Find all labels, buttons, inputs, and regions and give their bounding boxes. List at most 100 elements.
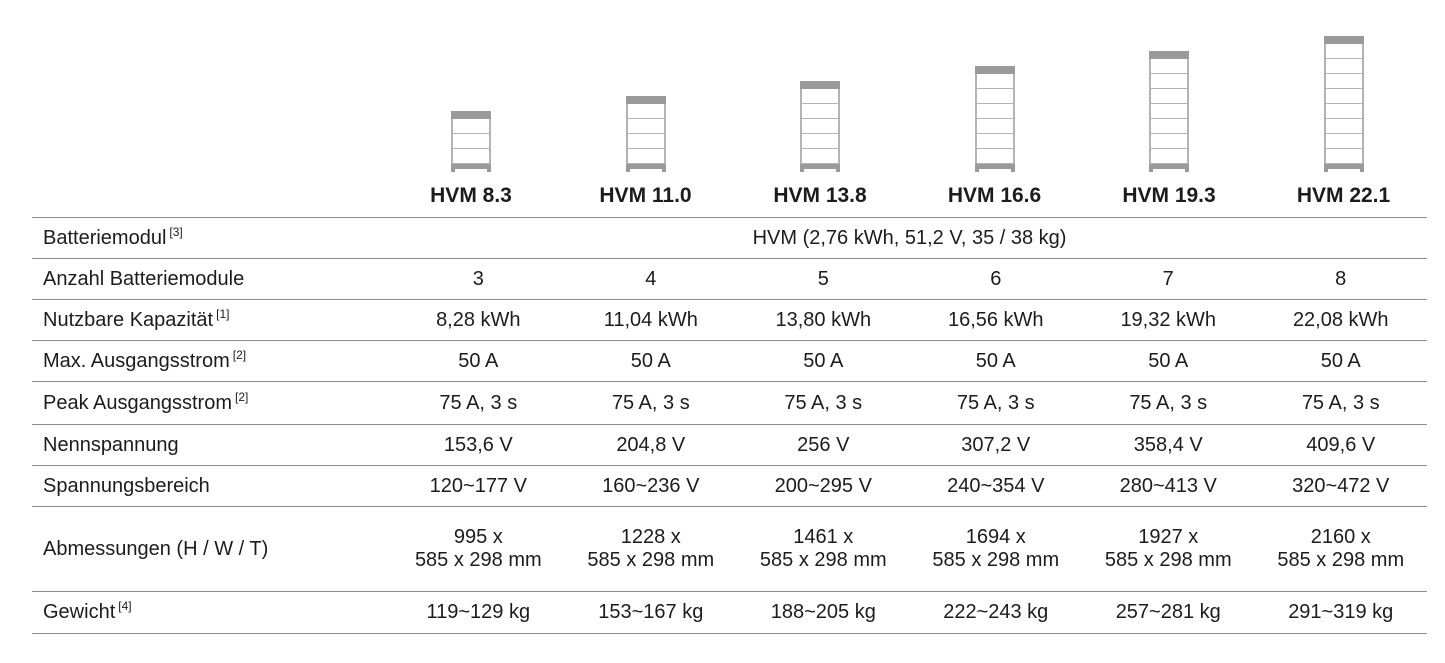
spec-value: 13,80 kWh — [737, 299, 910, 341]
spec-value: 75 A, 3 s — [737, 381, 910, 425]
spec-value: 120~177 V — [392, 465, 565, 507]
spec-value: 22,08 kWh — [1254, 299, 1427, 341]
spec-row-weight: Gewicht [4] 119~129 kg 153~167 kg 188~205… — [32, 591, 1427, 634]
battery-module — [976, 104, 1013, 119]
battery-module — [976, 149, 1013, 164]
battery-module — [1325, 149, 1362, 164]
spec-value: 1228 x 585 x 298 mm — [564, 506, 738, 592]
battery-module — [802, 104, 838, 119]
battery-module — [453, 149, 489, 164]
spec-value: 75 A, 3 s — [564, 381, 738, 425]
battery-cap — [625, 96, 666, 104]
battery-module — [627, 104, 664, 119]
spec-value: 153~167 kg — [564, 591, 738, 634]
battery-module — [627, 134, 664, 149]
dim-line-2: 585 x 298 mm — [1277, 549, 1405, 571]
battery-base — [800, 164, 840, 169]
battery-body — [625, 104, 666, 164]
spec-value: 50 A — [392, 340, 565, 382]
spec-value: 257~281 kg — [1082, 591, 1255, 634]
spec-row-module-count: Anzahl Batteriemodule 3 4 5 6 7 8 — [32, 258, 1427, 300]
spec-label-text: Nutzbare Kapazität — [43, 308, 214, 331]
battery-module — [1151, 89, 1187, 104]
spec-label-text: Max. Ausgangsstrom — [43, 349, 230, 372]
battery-base — [1323, 164, 1364, 169]
spec-value: 1927 x 585 x 298 mm — [1082, 506, 1255, 592]
battery-module — [453, 134, 489, 149]
spec-label: Batteriemodul [3] — [32, 217, 393, 259]
product-name: HVM 11.0 — [599, 184, 692, 207]
product-column: HVM 11.0 — [559, 0, 733, 215]
spec-label: Nutzbare Kapazität [1] — [32, 299, 393, 341]
battery-module — [1325, 104, 1362, 119]
battery-stack-icon — [974, 66, 1015, 172]
battery-module — [802, 89, 838, 104]
product-name: HVM 8.3 — [430, 184, 512, 207]
spec-label: Peak Ausgangsstrom [2] — [32, 381, 393, 425]
product-name: HVM 16.6 — [947, 184, 1042, 207]
dim-line-2: 585 x 298 mm — [1104, 549, 1232, 571]
battery-module — [802, 149, 838, 164]
battery-stack-icon — [1323, 36, 1364, 172]
spec-value: 280~413 V — [1082, 465, 1255, 507]
product-column: HVM 22.1 — [1257, 0, 1431, 215]
dim-line-2: 585 x 298 mm — [414, 549, 542, 571]
spec-value: 204,8 V — [564, 424, 738, 466]
dim-line-1: 995 x — [453, 526, 503, 548]
spec-label: Anzahl Batteriemodule — [32, 258, 393, 300]
spec-row-usable-capacity: Nutzbare Kapazität [1] 8,28 kWh 11,04 kWh… — [32, 299, 1427, 341]
spec-value: 4 — [564, 258, 738, 300]
battery-body — [1149, 59, 1189, 164]
spec-value: 320~472 V — [1254, 465, 1427, 507]
dim-line-2: 585 x 298 mm — [759, 549, 887, 571]
spec-value: 50 A — [1082, 340, 1255, 382]
battery-base — [1149, 164, 1189, 169]
spec-value: 222~243 kg — [909, 591, 1082, 634]
battery-module — [976, 74, 1013, 89]
spec-value: 153,6 V — [392, 424, 565, 466]
spec-label: Gewicht [4] — [32, 591, 393, 634]
spec-value: 291~319 kg — [1254, 591, 1427, 634]
dim-line-1: 1927 x — [1138, 526, 1199, 548]
spec-value: 50 A — [737, 340, 910, 382]
battery-body — [974, 74, 1015, 164]
spec-value: 16,56 kWh — [909, 299, 1082, 341]
spec-value: 6 — [909, 258, 1082, 300]
battery-stack-icon — [1149, 51, 1189, 172]
battery-cap — [1149, 51, 1189, 59]
spec-label-text: Gewicht — [43, 601, 116, 623]
dim-line-1: 1228 x — [620, 526, 681, 548]
battery-stack-icon — [451, 111, 491, 172]
battery-module — [1325, 134, 1362, 149]
battery-module — [802, 119, 838, 134]
spec-value: 75 A, 3 s — [392, 381, 565, 425]
battery-module — [1151, 104, 1187, 119]
battery-base — [974, 164, 1015, 169]
battery-base — [451, 164, 491, 169]
spec-value: 11,04 kWh — [564, 299, 738, 341]
spec-value-merged: HVM (2,76 kWh, 51,2 V, 35 / 38 kg) — [392, 217, 1427, 259]
spec-table: Batteriemodul [3] HVM (2,76 kWh, 51,2 V, … — [32, 217, 1427, 634]
dim-line-2: 585 x 298 mm — [932, 549, 1060, 571]
battery-feet — [451, 169, 491, 172]
spec-value: 2160 x 585 x 298 mm — [1254, 506, 1427, 592]
product-column: HVM 8.3 — [384, 0, 558, 215]
battery-module — [1151, 149, 1187, 164]
battery-stack-icon — [800, 81, 840, 172]
spec-label: Spannungsbereich — [32, 465, 393, 507]
spec-value: 50 A — [1254, 340, 1427, 382]
battery-body — [1323, 44, 1364, 164]
battery-feet — [1149, 169, 1189, 172]
product-header: HVM 8.3 HVM 11.0 HVM 13.8 HVM 16.6 HVM 19.3 H… — [0, 0, 1445, 215]
battery-module — [976, 89, 1013, 104]
battery-module — [1325, 44, 1362, 59]
spec-value: 160~236 V — [564, 465, 738, 507]
footnote-ref: [3] — [169, 224, 183, 239]
dim-line-2: 585 x 298 mm — [587, 549, 715, 571]
battery-module — [1325, 74, 1362, 89]
spec-label: Abmessungen (H / W / T) — [32, 506, 393, 592]
spec-value: 307,2 V — [909, 424, 1082, 466]
battery-module — [1325, 59, 1362, 74]
footnote-ref: [1] — [216, 306, 230, 321]
spec-label-text: Batteriemodul — [43, 226, 167, 249]
